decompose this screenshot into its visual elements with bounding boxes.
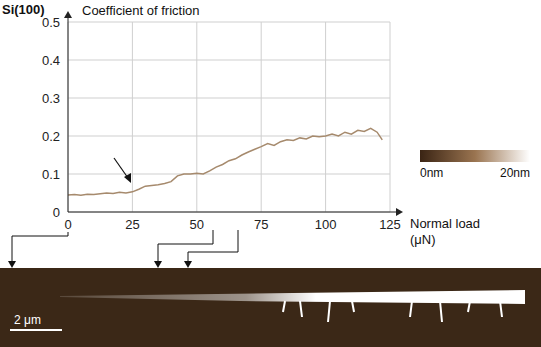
svg-text:20nm: 20nm — [500, 166, 530, 180]
svg-text:100: 100 — [315, 217, 337, 232]
svg-text:50: 50 — [190, 217, 204, 232]
svg-text:0.1: 0.1 — [42, 167, 60, 182]
svg-text:Si(100): Si(100) — [2, 2, 45, 17]
svg-text:25: 25 — [125, 217, 139, 232]
svg-text:(μN): (μN) — [410, 232, 436, 247]
svg-text:0.4: 0.4 — [42, 53, 60, 68]
svg-text:0.2: 0.2 — [42, 129, 60, 144]
svg-text:0.3: 0.3 — [42, 91, 60, 106]
svg-text:75: 75 — [254, 217, 268, 232]
svg-text:Normal load: Normal load — [410, 216, 480, 231]
svg-text:125: 125 — [379, 217, 401, 232]
svg-text:0: 0 — [64, 217, 71, 232]
svg-text:Coefficient of friction: Coefficient of friction — [82, 3, 200, 18]
svg-text:0: 0 — [53, 205, 60, 220]
svg-text:0.5: 0.5 — [41, 14, 60, 30]
svg-text:0nm: 0nm — [420, 166, 443, 180]
svg-text:2 μm: 2 μm — [14, 313, 41, 327]
